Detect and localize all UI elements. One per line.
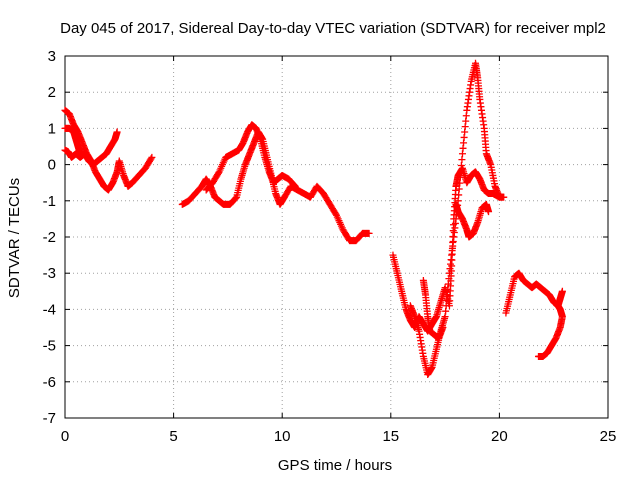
data-point bbox=[455, 185, 463, 193]
data-point bbox=[232, 194, 240, 202]
data-point bbox=[76, 150, 84, 158]
data-point bbox=[214, 169, 222, 177]
x-axis-label: GPS time / hours bbox=[278, 457, 392, 474]
data-point bbox=[457, 162, 465, 170]
data-point bbox=[495, 193, 503, 201]
data-point bbox=[365, 229, 373, 237]
data-point bbox=[558, 287, 566, 295]
x-tick-label: 0 bbox=[61, 428, 69, 445]
chart-title: Day 045 of 2017, Sidereal Day-to-day VTE… bbox=[60, 20, 606, 37]
x-tick-label: 20 bbox=[491, 428, 508, 445]
data-point bbox=[291, 182, 299, 190]
x-ticks: 0 5 10 15 20 25 bbox=[61, 56, 617, 445]
y-tick-label: 3 bbox=[48, 48, 56, 65]
data-point bbox=[147, 155, 155, 163]
y-tick-label: -1 bbox=[43, 193, 56, 210]
x-tick-label: 15 bbox=[382, 428, 399, 445]
data-point bbox=[439, 324, 447, 331]
plot-frame bbox=[64, 55, 609, 419]
y-tick-label: -5 bbox=[43, 338, 56, 355]
data-point bbox=[485, 208, 493, 216]
y-axis-label: SDTVAR / TECUs bbox=[6, 178, 23, 298]
y-tick-label: 0 bbox=[48, 157, 56, 174]
y-tick-label: -2 bbox=[43, 229, 56, 246]
y-ticks: -7 -6 -5 -4 -3 -2 -1 0 1 2 3 bbox=[43, 48, 608, 427]
data-point bbox=[290, 181, 298, 189]
data-point bbox=[456, 179, 464, 187]
y-tick-label: -6 bbox=[43, 374, 56, 391]
y-tick-label: -7 bbox=[43, 410, 56, 427]
x-tick-label: 5 bbox=[169, 428, 177, 445]
data-point bbox=[454, 197, 462, 205]
y-tick-label: 2 bbox=[48, 84, 56, 101]
y-tick-label: -4 bbox=[43, 301, 56, 318]
data-point bbox=[456, 173, 464, 181]
data-point bbox=[457, 167, 465, 175]
x-tick-label: 10 bbox=[274, 428, 291, 445]
x-tick-label: 25 bbox=[600, 428, 617, 445]
data-points bbox=[61, 59, 566, 379]
data-point bbox=[458, 156, 466, 164]
data-point bbox=[332, 210, 340, 218]
data-point bbox=[148, 153, 156, 161]
data-point bbox=[113, 128, 121, 136]
y-tick-label: 1 bbox=[48, 120, 56, 137]
data-point bbox=[554, 302, 562, 310]
y-tick-label: -3 bbox=[43, 265, 56, 282]
data-point bbox=[455, 191, 463, 199]
grid bbox=[65, 56, 608, 418]
